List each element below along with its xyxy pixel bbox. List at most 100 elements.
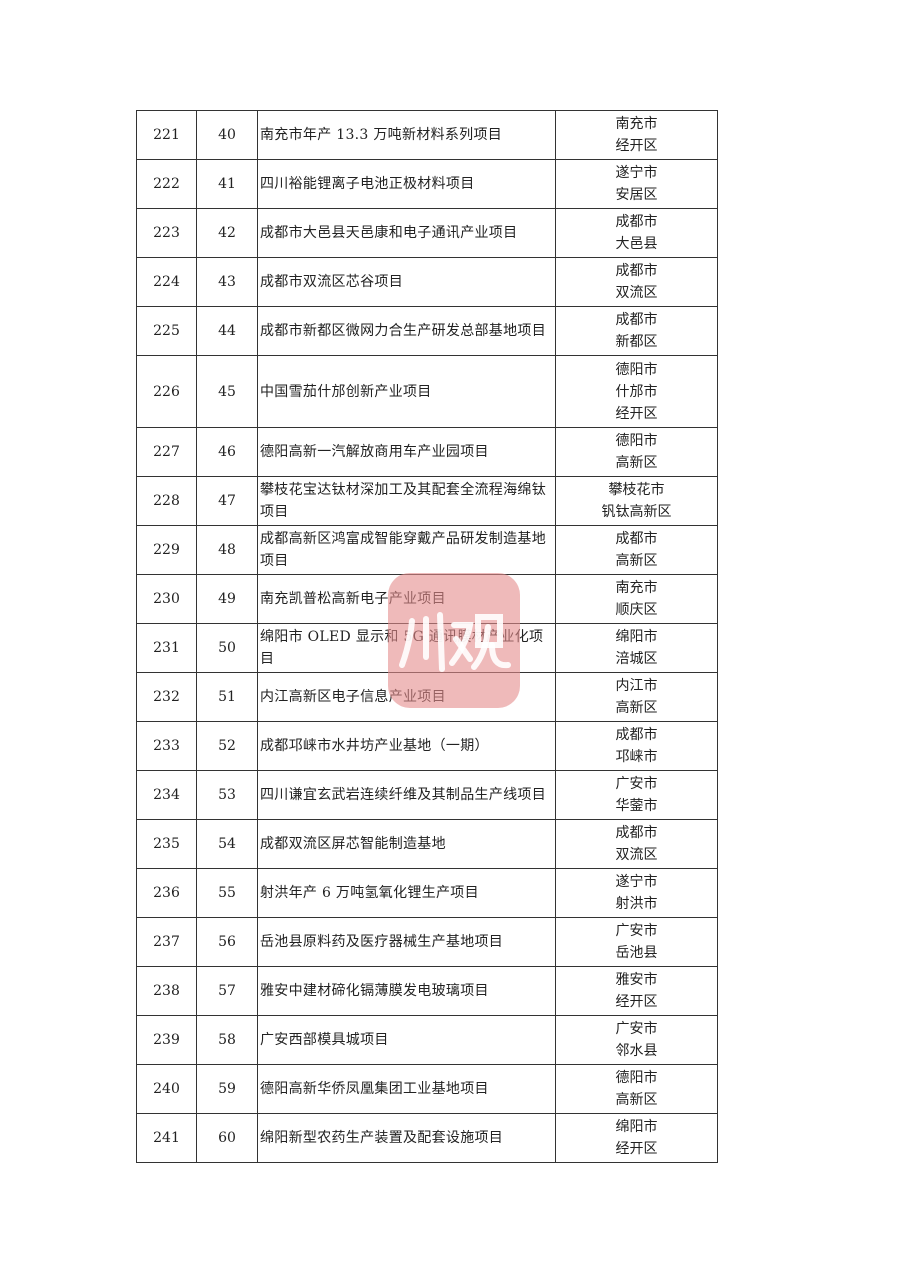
location-line: 高新区 xyxy=(615,1092,658,1108)
location-line: 成都市 xyxy=(615,214,658,230)
location-line: 双流区 xyxy=(615,847,658,863)
location-cell: 德阳市 什邡市 经开区 xyxy=(555,355,718,428)
project-name-cell: 绵阳新型农药生产装置及配套设施项目 xyxy=(257,1113,556,1163)
serial-number-cell: 236 xyxy=(136,868,197,918)
location-line: 遂宁市 xyxy=(615,165,658,181)
serial-number-cell: 234 xyxy=(136,770,197,820)
table-row: 231 50 绵阳市 OLED 显示和 5G 通讯膜材产业化项目 绵阳市 涪城区 xyxy=(136,623,718,673)
location-line: 邻水县 xyxy=(615,1043,658,1059)
table-row: 226 45 中国雪茄什邡创新产业项目 德阳市 什邡市 经开区 xyxy=(136,355,718,428)
location-line: 成都市 xyxy=(615,531,658,547)
table-row: 239 58 广安西部模具城项目 广安市 邻水县 xyxy=(136,1015,718,1065)
project-name-cell: 内江高新区电子信息产业项目 xyxy=(257,672,556,722)
location-cell: 成都市 大邑县 xyxy=(555,208,718,258)
location-cell: 攀枝花市 钒钛高新区 xyxy=(555,476,718,526)
location-cell: 成都市 邛崃市 xyxy=(555,721,718,771)
location-line: 安居区 xyxy=(615,187,658,203)
location-line: 高新区 xyxy=(615,455,658,471)
project-name-cell: 德阳高新一汽解放商用车产业园项目 xyxy=(257,427,556,477)
table-row: 229 48 成都高新区鸿富成智能穿戴产品研发制造基地项目 成都市 高新区 xyxy=(136,525,718,575)
serial-number-cell: 232 xyxy=(136,672,197,722)
location-cell: 绵阳市 涪城区 xyxy=(555,623,718,673)
serial-number-cell: 241 xyxy=(136,1113,197,1163)
table-row: 228 47 攀枝花宝达钛材深加工及其配套全流程海绵钛项目 攀枝花市 钒钛高新区 xyxy=(136,476,718,526)
table-row: 238 57 雅安中建材碲化镉薄膜发电玻璃项目 雅安市 经开区 xyxy=(136,966,718,1016)
serial-number-cell: 228 xyxy=(136,476,197,526)
serial-number-cell: 229 xyxy=(136,525,197,575)
project-table-body: 221 40 南充市年产 13.3 万吨新材料系列项目 南充市 经开区 222 41 四川裕能… xyxy=(136,110,718,1163)
item-number-cell: 49 xyxy=(196,574,258,624)
table-row: 225 44 成都市新都区微网力合生产研发总部基地项目 成都市 新都区 xyxy=(136,306,718,356)
location-cell: 德阳市 高新区 xyxy=(555,427,718,477)
table-row: 232 51 内江高新区电子信息产业项目 内江市 高新区 xyxy=(136,672,718,722)
location-line: 经开区 xyxy=(615,994,658,1010)
serial-number-cell: 231 xyxy=(136,623,197,673)
project-name-cell: 中国雪茄什邡创新产业项目 xyxy=(257,355,556,428)
table-row: 227 46 德阳高新一汽解放商用车产业园项目 德阳市 高新区 xyxy=(136,427,718,477)
location-line: 新都区 xyxy=(615,334,658,350)
location-line: 成都市 xyxy=(615,263,658,279)
item-number-cell: 42 xyxy=(196,208,258,258)
location-cell: 南充市 经开区 xyxy=(555,110,718,160)
location-line: 广安市 xyxy=(615,923,658,939)
project-name-cell: 南充市年产 13.3 万吨新材料系列项目 xyxy=(257,110,556,160)
item-number-cell: 51 xyxy=(196,672,258,722)
location-line: 成都市 xyxy=(615,727,658,743)
item-number-cell: 48 xyxy=(196,525,258,575)
project-name-cell: 四川谦宜玄武岩连续纤维及其制品生产线项目 xyxy=(257,770,556,820)
project-name-cell: 四川裕能锂离子电池正极材料项目 xyxy=(257,159,556,209)
item-number-cell: 53 xyxy=(196,770,258,820)
location-line: 德阳市 xyxy=(615,1070,658,1086)
location-line: 岳池县 xyxy=(615,945,658,961)
location-line: 广安市 xyxy=(615,1021,658,1037)
location-line: 广安市 xyxy=(615,776,658,792)
location-line: 双流区 xyxy=(615,285,658,301)
project-name-cell: 攀枝花宝达钛材深加工及其配套全流程海绵钛项目 xyxy=(257,476,556,526)
serial-number-cell: 240 xyxy=(136,1064,197,1114)
project-table: 221 40 南充市年产 13.3 万吨新材料系列项目 南充市 经开区 222 41 四川裕能… xyxy=(136,110,718,1163)
location-line: 成都市 xyxy=(615,312,658,328)
location-cell: 内江市 高新区 xyxy=(555,672,718,722)
item-number-cell: 41 xyxy=(196,159,258,209)
location-line: 攀枝花市 xyxy=(608,482,665,498)
table-row: 222 41 四川裕能锂离子电池正极材料项目 遂宁市 安居区 xyxy=(136,159,718,209)
serial-number-cell: 223 xyxy=(136,208,197,258)
location-line: 绵阳市 xyxy=(615,629,658,645)
location-line: 高新区 xyxy=(615,553,658,569)
location-cell: 成都市 新都区 xyxy=(555,306,718,356)
serial-number-cell: 224 xyxy=(136,257,197,307)
location-line: 射洪市 xyxy=(615,896,658,912)
location-line: 大邑县 xyxy=(615,236,658,252)
item-number-cell: 43 xyxy=(196,257,258,307)
table-row: 237 56 岳池县原料药及医疗器械生产基地项目 广安市 岳池县 xyxy=(136,917,718,967)
project-name-cell: 南充凯普松高新电子产业项目 xyxy=(257,574,556,624)
item-number-cell: 47 xyxy=(196,476,258,526)
location-cell: 成都市 高新区 xyxy=(555,525,718,575)
item-number-cell: 44 xyxy=(196,306,258,356)
table-row: 223 42 成都市大邑县天邑康和电子通讯产业项目 成都市 大邑县 xyxy=(136,208,718,258)
serial-number-cell: 238 xyxy=(136,966,197,1016)
item-number-cell: 54 xyxy=(196,819,258,869)
location-line: 遂宁市 xyxy=(615,874,658,890)
table-row: 233 52 成都邛崃市水井坊产业基地（一期） 成都市 邛崃市 xyxy=(136,721,718,771)
item-number-cell: 45 xyxy=(196,355,258,428)
project-name-cell: 成都市双流区芯谷项目 xyxy=(257,257,556,307)
location-line: 钒钛高新区 xyxy=(601,504,672,520)
location-line: 内江市 xyxy=(615,678,658,694)
item-number-cell: 57 xyxy=(196,966,258,1016)
location-line: 南充市 xyxy=(615,580,658,596)
project-name-cell: 德阳高新华侨凤凰集团工业基地项目 xyxy=(257,1064,556,1114)
serial-number-cell: 221 xyxy=(136,110,197,160)
location-line: 南充市 xyxy=(615,116,658,132)
location-cell: 成都市 双流区 xyxy=(555,257,718,307)
location-line: 高新区 xyxy=(615,700,658,716)
serial-number-cell: 230 xyxy=(136,574,197,624)
project-name-cell: 成都双流区屏芯智能制造基地 xyxy=(257,819,556,869)
project-name-cell: 绵阳市 OLED 显示和 5G 通讯膜材产业化项目 xyxy=(257,623,556,673)
location-cell: 广安市 邻水县 xyxy=(555,1015,718,1065)
table-row: 221 40 南充市年产 13.3 万吨新材料系列项目 南充市 经开区 xyxy=(136,110,718,160)
serial-number-cell: 233 xyxy=(136,721,197,771)
table-row: 224 43 成都市双流区芯谷项目 成都市 双流区 xyxy=(136,257,718,307)
table-row: 236 55 射洪年产 6 万吨氢氧化锂生产项目 遂宁市 射洪市 xyxy=(136,868,718,918)
item-number-cell: 50 xyxy=(196,623,258,673)
